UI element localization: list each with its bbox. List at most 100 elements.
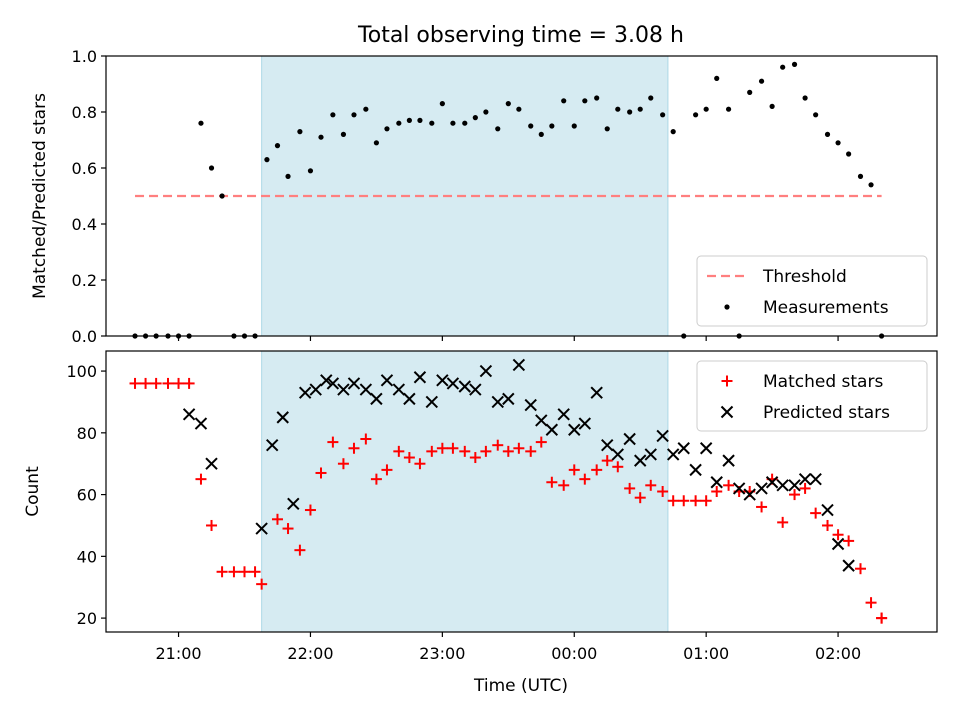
data-point [502,392,515,406]
legend: Threshold Measurements [696,255,928,327]
x-tick-label: 01:00 [683,644,729,663]
ratio-panel: 0.0 0.2 0.4 0.6 0.8 1.0 Matched/Predicted star… [30,47,938,346]
data-point [594,95,600,101]
data-point [831,537,845,551]
data-point [393,445,405,457]
data-point [637,106,643,112]
data-point [645,479,657,491]
data-point [276,411,289,424]
data-point [256,578,268,590]
data-point [469,383,482,396]
data-point [765,476,779,489]
legend-label: Measurements [763,298,889,318]
data-point [780,64,786,70]
data-point [798,472,812,486]
x-tick-label: 22:00 [287,644,333,663]
data-point [304,504,316,516]
data-point [370,473,382,485]
data-point [298,386,312,399]
data-point [183,377,195,389]
data-point [381,464,393,476]
data-point [690,495,702,507]
data-point [657,486,669,497]
data-point [624,482,636,494]
data-point [337,458,349,470]
data-point [294,544,306,556]
legend-label: Predicted stars [763,403,890,423]
data-point [791,61,798,67]
data-point [571,123,577,129]
data-point [264,157,270,163]
data-point [491,395,504,409]
data-point [660,112,666,118]
data-point [469,452,481,464]
data-point [458,380,471,393]
data-point [150,377,162,389]
data-point [513,442,525,454]
data-point [426,445,438,457]
data-point [403,452,415,464]
data-point [703,106,709,112]
data-point [876,612,888,624]
x-tick-label: 23:00 [419,644,465,663]
data-point [439,101,445,107]
data-point [615,106,621,112]
data-point [723,479,735,491]
data-point [777,516,789,528]
data-point [710,476,723,489]
data-point [677,442,690,455]
y-tick-label: 0.4 [72,215,97,234]
chart-title: Total observing time = 3.08 h [357,23,684,48]
data-point [857,173,864,179]
data-point [528,123,534,129]
y-axis-label: Count [23,466,43,517]
data-point [689,463,702,477]
data-point [666,448,680,461]
data-point [604,126,610,132]
count-panel: 20 40 60 80 100 21:00 22:00 23:00 00:00 01:00 02:0… [23,350,938,663]
y-tick-label: 0.6 [72,159,97,178]
data-point [417,117,423,123]
data-point [360,433,372,445]
data-point [447,442,459,454]
data-point [255,522,268,535]
data-point [492,439,504,451]
y-tick-label: 20 [77,609,97,628]
data-point [670,129,676,135]
data-point [558,479,570,491]
data-point [429,120,435,126]
data-point [591,464,603,476]
data-point [656,429,669,443]
data-point [436,374,449,387]
data-point [495,126,501,132]
data-point [822,519,834,531]
data-point [479,364,493,378]
data-point [392,383,406,396]
data-point [758,78,765,84]
data-point [359,383,373,396]
data-point [578,417,592,430]
data-point [835,140,841,146]
data-point [282,523,294,535]
data-point [568,464,580,476]
data-point [747,89,753,95]
data-point [173,377,185,389]
data-point [206,519,218,531]
data-point [789,489,801,501]
data-point [462,120,468,126]
data-point [330,112,336,118]
data-point [502,445,514,457]
data-point [788,479,801,492]
data-point [846,151,852,157]
data-point [403,392,416,406]
y-tick-label: 1.0 [72,47,97,66]
data-point [546,476,558,488]
x-tick-label: 02:00 [815,644,861,663]
data-point [810,507,822,519]
data-point [601,438,614,452]
data-point [693,112,699,118]
data-point [743,488,756,501]
data-point [843,535,855,547]
data-point [557,408,570,421]
data-point [545,423,559,436]
